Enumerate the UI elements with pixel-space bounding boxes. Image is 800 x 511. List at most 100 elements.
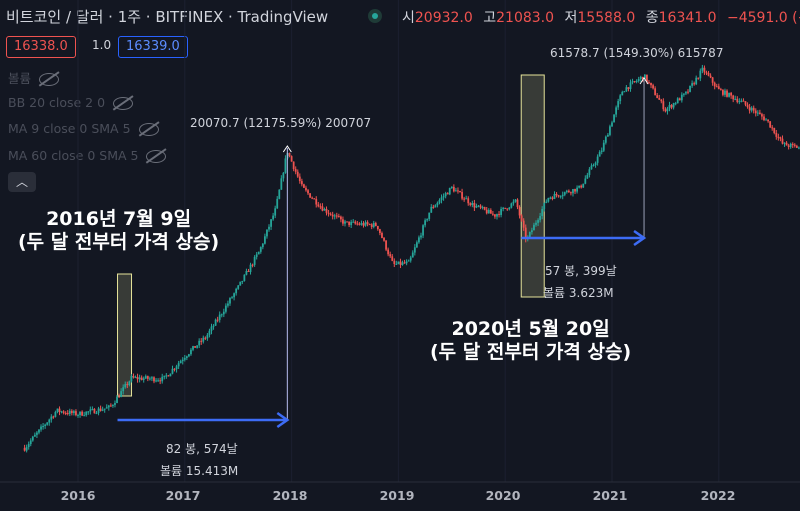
candle-body bbox=[243, 274, 246, 281]
candle-body bbox=[50, 416, 53, 420]
indicator-ma9[interactable]: MA 9 close 0 SMA 5 bbox=[8, 121, 159, 136]
eye-hidden-icon[interactable] bbox=[146, 150, 167, 163]
candle-body bbox=[52, 416, 55, 418]
candle-body bbox=[346, 221, 348, 223]
ohlc-high-key: 고 bbox=[483, 10, 497, 26]
candle-body bbox=[315, 198, 318, 205]
candle-body bbox=[574, 189, 576, 192]
candle-body bbox=[282, 172, 285, 179]
measure-2-arrowhead-icon bbox=[633, 229, 647, 247]
candle-body bbox=[91, 408, 94, 410]
candle-body bbox=[609, 126, 611, 135]
eye-hidden-icon[interactable] bbox=[113, 97, 134, 110]
candle-body bbox=[732, 95, 735, 100]
indicator-ma60[interactable]: MA 60 close 0 SMA 5 bbox=[8, 148, 167, 163]
candle-body bbox=[356, 223, 359, 225]
candle-body bbox=[79, 411, 81, 416]
candle-body bbox=[754, 110, 757, 114]
candle-body bbox=[200, 340, 203, 342]
eye-hidden-icon[interactable] bbox=[39, 73, 60, 86]
candle-body bbox=[222, 311, 225, 315]
candle-body bbox=[284, 158, 287, 173]
candle-body bbox=[430, 206, 433, 213]
candle-body bbox=[169, 373, 172, 377]
candle-body bbox=[64, 412, 67, 414]
candle-body bbox=[561, 194, 564, 197]
candle-body bbox=[229, 298, 231, 304]
candle-body bbox=[296, 171, 299, 177]
candle-body bbox=[537, 220, 539, 223]
candle-body bbox=[235, 288, 238, 294]
candle-body bbox=[116, 396, 118, 404]
candle-body bbox=[103, 408, 106, 410]
candle-body bbox=[580, 185, 583, 188]
buy-button[interactable]: 16339.0 bbox=[118, 36, 188, 58]
candle-body bbox=[44, 424, 47, 426]
candle-body bbox=[233, 293, 235, 298]
collapse-indicators-button[interactable]: ︿ bbox=[8, 172, 36, 192]
candle-body bbox=[496, 214, 498, 217]
candle-body bbox=[151, 377, 153, 379]
candle-body bbox=[99, 408, 102, 411]
candle-body bbox=[637, 78, 640, 81]
candle-body bbox=[736, 98, 739, 102]
candle-body bbox=[606, 134, 609, 137]
candle-body bbox=[487, 209, 490, 214]
candle-body bbox=[746, 104, 749, 108]
candle-body bbox=[268, 226, 270, 230]
measure-1-bars-label: 82 봉, 574날 bbox=[166, 442, 238, 456]
candle-body bbox=[668, 104, 671, 109]
candle-body bbox=[798, 147, 800, 149]
candle-body bbox=[313, 198, 316, 200]
candle-body bbox=[75, 411, 77, 416]
candle-body bbox=[325, 208, 328, 213]
candle-body bbox=[467, 198, 470, 204]
candle-body bbox=[551, 197, 554, 199]
candle-body bbox=[691, 83, 693, 86]
candle-body bbox=[159, 380, 162, 382]
candle-body bbox=[689, 85, 691, 92]
candle-body bbox=[163, 375, 166, 377]
candle-body bbox=[181, 359, 184, 362]
indicator-bb[interactable]: BB 20 close 2 0 bbox=[8, 95, 134, 110]
candle-body bbox=[436, 202, 439, 206]
candle-body bbox=[85, 411, 88, 416]
candle-body bbox=[438, 200, 441, 203]
candle-body bbox=[36, 432, 38, 435]
candle-body bbox=[602, 142, 605, 151]
measure-1-volume-label: 볼륨 15.413M bbox=[160, 464, 239, 478]
candle-body bbox=[514, 199, 517, 202]
candle-body bbox=[344, 221, 346, 224]
candle-body bbox=[204, 337, 207, 339]
eye-hidden-icon[interactable] bbox=[138, 123, 159, 136]
candle-body bbox=[504, 207, 507, 209]
candle-body bbox=[321, 206, 324, 211]
candle-body bbox=[383, 237, 385, 241]
candle-body bbox=[592, 165, 595, 167]
candle-body bbox=[545, 201, 548, 203]
candle-body bbox=[368, 224, 371, 226]
candle-body bbox=[604, 136, 607, 143]
annotation-2020: 2020년 5월 20일 (두 달 전부터 가격 상승) bbox=[430, 318, 631, 364]
candle-body bbox=[270, 219, 272, 227]
candle-body bbox=[130, 375, 133, 382]
candle-body bbox=[685, 91, 687, 94]
candle-body bbox=[654, 88, 657, 96]
sell-button[interactable]: 16338.0 bbox=[6, 36, 76, 58]
candle-body bbox=[744, 101, 747, 105]
candle-body bbox=[473, 202, 476, 208]
candle-body bbox=[676, 98, 679, 104]
candle-body bbox=[309, 193, 311, 198]
candle-body bbox=[446, 193, 449, 195]
candle-body bbox=[112, 404, 114, 406]
candle-body bbox=[516, 199, 519, 208]
measure-1-up-tick-icon bbox=[282, 145, 292, 153]
candle-body bbox=[95, 412, 98, 414]
candle-body bbox=[541, 208, 544, 217]
candle-body bbox=[494, 214, 496, 217]
ohlc-readout: 시20932.0 고21083.0 저15588.0 종16341.0 −459… bbox=[402, 7, 800, 27]
candle-body bbox=[48, 419, 51, 423]
candle-body bbox=[631, 81, 634, 83]
indicator-volume[interactable]: 볼륨 bbox=[8, 68, 60, 87]
